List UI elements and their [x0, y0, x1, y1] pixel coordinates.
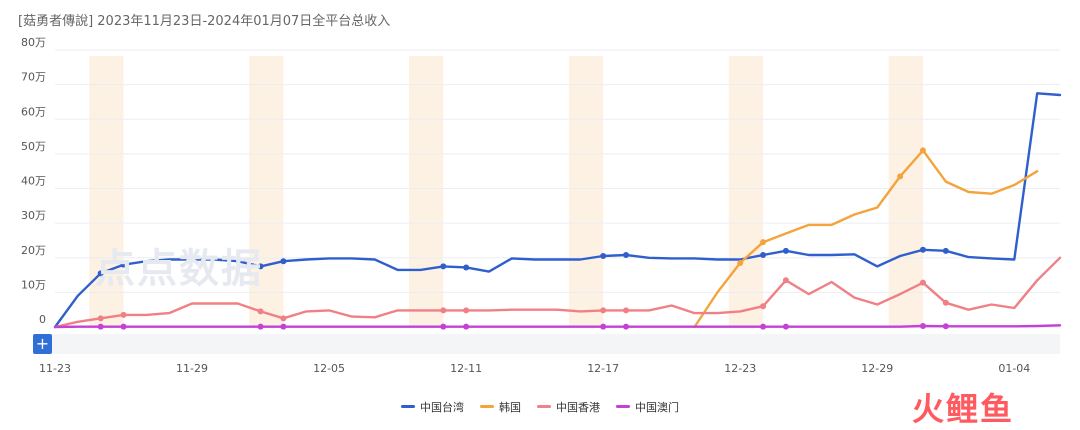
- x-tick-label: 12-05: [313, 362, 345, 375]
- x-tick-label: 01-04: [998, 362, 1030, 375]
- legend-swatch: [480, 405, 494, 408]
- data-point: [942, 299, 949, 306]
- legend-item[interactable]: 中国台湾: [401, 399, 464, 415]
- data-point: [760, 251, 767, 258]
- series-line: [693, 149, 1039, 329]
- data-point: [919, 147, 926, 154]
- highlight-band: [249, 56, 284, 327]
- zoom-scrollbar[interactable]: [52, 334, 1060, 354]
- legend-label: 中国台湾: [420, 400, 464, 414]
- y-axis: 0 10万 20万 30万 40万 50万 60万 70万 80万: [21, 36, 46, 326]
- legend-label: 中国澳门: [635, 400, 679, 414]
- legend-swatch: [401, 405, 415, 408]
- series-line: [53, 324, 1062, 329]
- x-tick-label: 11-29: [176, 362, 208, 375]
- data-point: [782, 323, 789, 330]
- data-point: [600, 323, 607, 330]
- y-tick-label: 40万: [21, 175, 46, 188]
- x-tick-label: 12-11: [450, 362, 482, 375]
- x-tick-label: 12-23: [724, 362, 756, 375]
- data-point: [120, 323, 127, 330]
- data-point: [760, 303, 767, 310]
- highlight-bands: [89, 56, 923, 327]
- data-point: [463, 323, 470, 330]
- legend-label: 韩国: [499, 400, 521, 414]
- data-point: [257, 308, 264, 315]
- data-point: [440, 323, 447, 330]
- data-point: [942, 247, 949, 254]
- data-point: [623, 323, 630, 330]
- data-point: [897, 173, 904, 180]
- data-point: [737, 259, 744, 266]
- legend-swatch: [537, 405, 551, 408]
- y-tick-label: 10万: [21, 278, 46, 291]
- data-point: [120, 311, 127, 318]
- data-point: [623, 307, 630, 314]
- x-tick-label: 12-17: [587, 362, 619, 375]
- legend-item[interactable]: 中国澳门: [616, 399, 679, 415]
- series-markers: [97, 147, 949, 330]
- data-point: [600, 307, 607, 314]
- highlight-band: [888, 56, 923, 327]
- x-tick-label: 12-29: [861, 362, 893, 375]
- legend-label: 中国香港: [556, 400, 600, 414]
- data-point: [280, 315, 287, 322]
- zoom-in-button[interactable]: +: [33, 334, 52, 354]
- data-point: [760, 323, 767, 330]
- data-point: [782, 247, 789, 254]
- data-point: [942, 323, 949, 330]
- legend: 中国台湾 韩国 中国香港 中国澳门: [0, 398, 1080, 415]
- y-tick-label: 70万: [21, 71, 46, 84]
- data-point: [760, 239, 767, 246]
- series-line: [53, 256, 1062, 329]
- data-point: [919, 279, 926, 286]
- data-point: [97, 270, 104, 277]
- y-tick-label: 50万: [21, 140, 46, 153]
- x-tick-label: 11-23: [39, 362, 71, 375]
- y-tick-label: 60万: [21, 105, 46, 118]
- data-point: [97, 315, 104, 322]
- data-point: [120, 261, 127, 268]
- data-point: [600, 253, 607, 260]
- data-point: [257, 263, 264, 270]
- data-point: [440, 263, 447, 270]
- series-lines: [53, 92, 1062, 329]
- highlight-band: [409, 56, 444, 327]
- data-point: [257, 323, 264, 330]
- data-point: [280, 258, 287, 265]
- legend-item[interactable]: 韩国: [480, 399, 521, 415]
- y-tick-label: 30万: [21, 209, 46, 222]
- x-axis: 11-23 11-29 12-05 12-11 12-17 12-23 12-29 01-04: [39, 362, 1030, 375]
- y-tick-label: 80万: [21, 36, 46, 49]
- data-point: [440, 307, 447, 314]
- data-point: [919, 246, 926, 253]
- data-point: [463, 264, 470, 271]
- data-point: [280, 323, 287, 330]
- highlight-band: [89, 56, 124, 327]
- watermark: 点点数据: [95, 246, 263, 292]
- data-point: [97, 323, 104, 330]
- brand-logo: 火鲤鱼: [912, 390, 1015, 428]
- legend-item[interactable]: 中国香港: [537, 399, 600, 415]
- chart-title: [菇勇者傳說] 2023年11月23日-2024年01月07日全平台总收入: [18, 14, 391, 29]
- y-tick-label: 0: [39, 313, 46, 326]
- data-point: [782, 277, 789, 284]
- line-chart: 0 10万 20万 30万 40万 50万 60万 70万 80万 11-23 11-29 12-0…: [21, 36, 1062, 375]
- data-point: [463, 307, 470, 314]
- highlight-band: [568, 56, 604, 327]
- data-point: [623, 251, 630, 258]
- legend-swatch: [616, 405, 630, 408]
- series-line: [53, 92, 1062, 329]
- y-tick-label: 20万: [21, 244, 46, 257]
- data-point: [919, 322, 926, 329]
- highlight-band: [728, 56, 764, 327]
